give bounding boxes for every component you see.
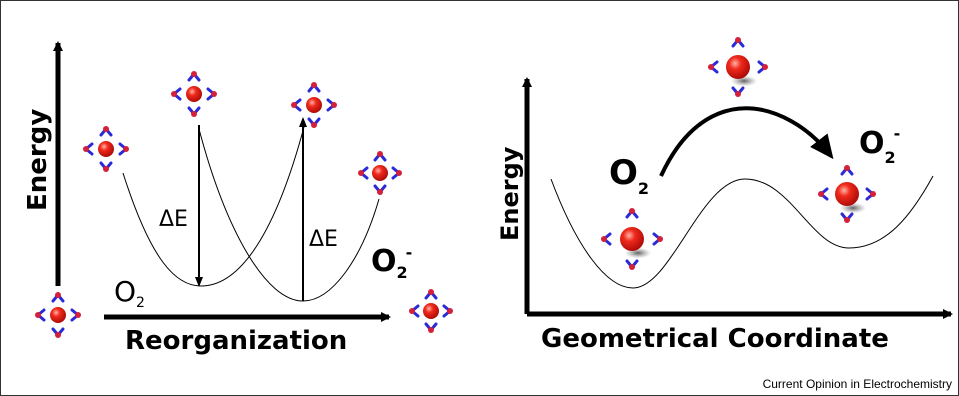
left-panel: Energy Reorganization ΔE ΔE O2 O2- — [23, 41, 412, 356]
ion-sphere — [835, 182, 859, 206]
left-x-axis-label: Reorganization — [125, 326, 347, 356]
ion-sphere — [620, 227, 644, 251]
ion-sphere — [186, 86, 202, 102]
left-y-axis-label: Energy — [23, 109, 53, 211]
left-parabola-reactant — [122, 126, 305, 287]
left-delta-e-label-1: ΔE — [159, 207, 188, 232]
left-species-superoxide: O2- — [371, 243, 412, 282]
ion-cluster-9 — [816, 163, 878, 225]
ion-sphere — [423, 303, 439, 319]
ion-cluster-2 — [169, 69, 219, 119]
right-x-axis-label: Geometrical Coordinate — [541, 324, 889, 354]
ion-cluster-6 — [407, 287, 455, 335]
ion-cluster-7 — [706, 35, 770, 99]
left-delta-e-label-2: ΔE — [309, 227, 338, 252]
right-double-well-curve — [550, 175, 934, 289]
ion-sphere — [98, 141, 114, 157]
ion-cluster-3 — [289, 80, 339, 130]
ion-cluster-8 — [599, 206, 665, 272]
ion-cluster-1 — [81, 124, 131, 174]
ion-cluster-5 — [33, 290, 83, 340]
ion-sphere — [726, 55, 750, 79]
ion-sphere — [372, 165, 388, 181]
right-panel: Energy Geometrical Coordinate O2 O2- — [496, 77, 953, 354]
right-y-axis-label: Energy — [496, 146, 524, 241]
left-species-o2: O2 — [114, 275, 145, 311]
ion-sphere — [306, 97, 322, 113]
left-parabola-product — [198, 128, 380, 302]
right-transfer-arrow — [659, 106, 834, 177]
ion-cluster-4 — [356, 149, 404, 197]
right-species-superoxide: O2- — [859, 124, 900, 167]
solvated-ion-clusters — [33, 35, 878, 340]
journal-credit: Current Opinion in Electrochemistry — [762, 377, 952, 391]
ion-sphere — [50, 307, 66, 323]
right-species-o2: O2 — [609, 153, 649, 198]
